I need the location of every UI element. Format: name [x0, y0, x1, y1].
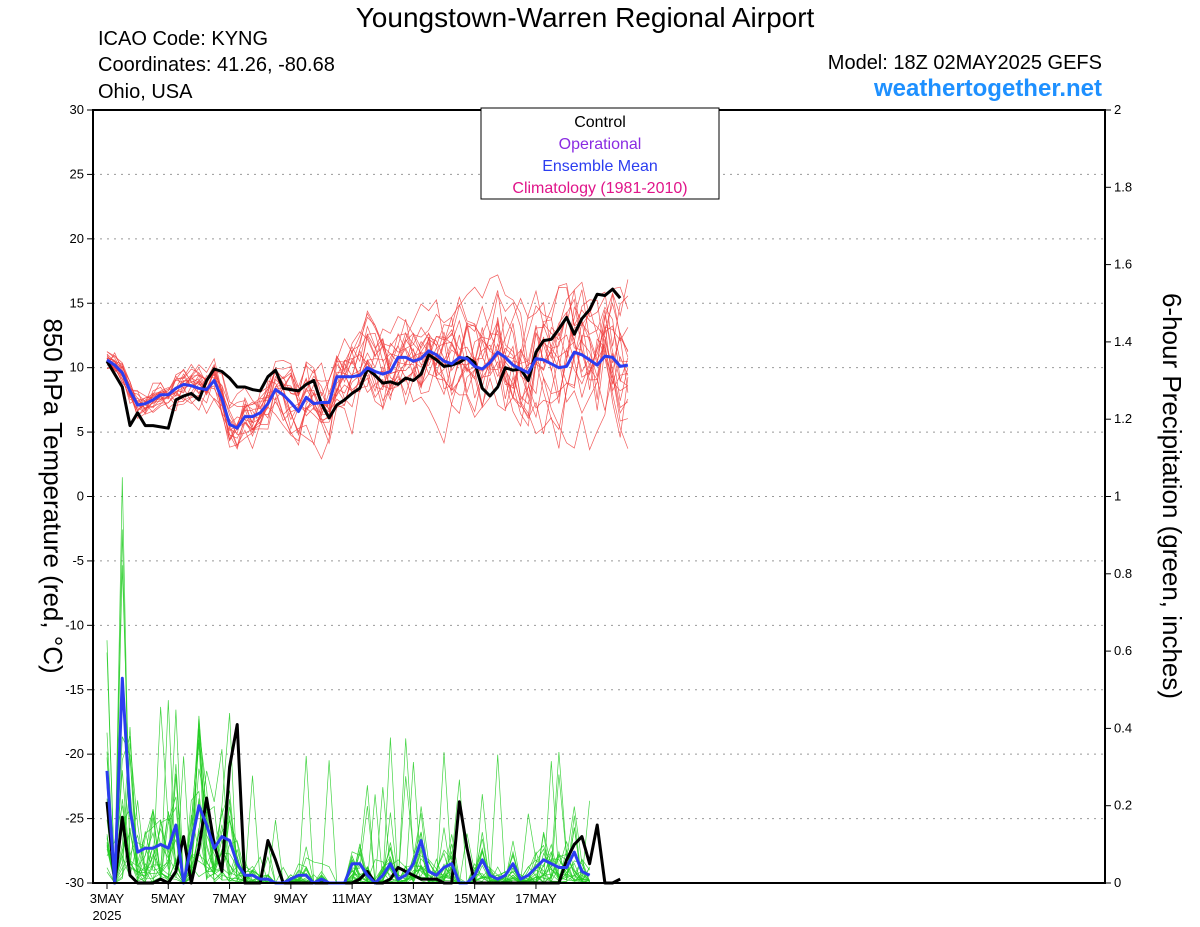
- temp-member-line: [106, 294, 629, 431]
- coordinates: Coordinates: 41.26, -80.68: [98, 54, 335, 76]
- right-tick-label: 0.6: [1114, 643, 1132, 658]
- right-tick-label: 1.2: [1114, 411, 1132, 426]
- axes-layer: 302520151050-5-10-15-20-25-3021.81.61.41…: [38, 102, 1187, 923]
- right-tick-label: 2: [1114, 102, 1121, 117]
- ensemble-mean-precipitation-line: [105, 676, 591, 885]
- left-tick-label: -25: [65, 811, 84, 826]
- left-axis-title: 850 hPa Temperature (red, °C): [38, 318, 68, 673]
- right-tick-label: 1.6: [1114, 257, 1132, 272]
- left-tick-label: 15: [70, 295, 84, 310]
- temp-member-line: [106, 305, 629, 446]
- right-tick-label: 1.4: [1114, 334, 1132, 349]
- right-tick-label: 1: [1114, 489, 1121, 504]
- left-tick-label: -10: [65, 617, 84, 632]
- right-tick-label: 0.8: [1114, 566, 1132, 581]
- x-tick-label: 11MAY: [332, 891, 373, 906]
- temp-member-line: [106, 314, 629, 438]
- grid-layer: [93, 173, 1105, 820]
- icao-code: ICAO Code: KYNG: [98, 28, 269, 50]
- right-tick-label: 0: [1114, 875, 1121, 890]
- legend-entry: Operational: [559, 136, 642, 153]
- x-tick-year: 2025: [93, 908, 122, 923]
- x-tick-label: 9MAY: [274, 891, 309, 906]
- left-tick-label: 5: [77, 424, 84, 439]
- legend-entry: Control: [574, 114, 626, 131]
- left-tick-label: 30: [70, 102, 84, 117]
- temp-member-line: [106, 310, 629, 442]
- model-run-label: Model: 18Z 02MAY2025 GEFS: [827, 52, 1102, 74]
- left-tick-label: 25: [70, 166, 84, 181]
- legend-entry: Climatology (1981-2010): [512, 180, 687, 197]
- temp-member-line: [106, 333, 629, 449]
- left-tick-label: 20: [70, 231, 84, 246]
- left-tick-label: 10: [70, 360, 84, 375]
- ensemble-mean-temperature-line: [106, 349, 629, 430]
- temp-member-line: [106, 306, 629, 460]
- region-label: Ohio, USA: [98, 81, 193, 103]
- left-tick-label: -5: [72, 553, 84, 568]
- left-tick-label: 0: [77, 489, 84, 504]
- x-tick-label: 5MAY: [151, 891, 186, 906]
- x-tick-label: 17MAY: [515, 891, 557, 906]
- left-tick-label: -30: [65, 875, 84, 890]
- temp-member-line: [106, 274, 629, 437]
- ensemble-members-layer: [106, 274, 629, 885]
- precip-member-line: [106, 529, 590, 884]
- legend: Control Operational Ensemble Mean Climatolo…: [480, 107, 720, 200]
- x-tick-label: 7MAY: [212, 891, 247, 906]
- left-tick-label: -15: [65, 682, 84, 697]
- right-tick-label: 1.8: [1114, 179, 1132, 194]
- chart-title: Youngstown-Warren Regional Airport: [355, 2, 815, 33]
- x-tick-label: 15MAY: [454, 891, 496, 906]
- right-tick-label: 0.2: [1114, 798, 1132, 813]
- site-name: weathertogether.net: [873, 75, 1102, 102]
- left-tick-label: -20: [65, 746, 84, 761]
- right-axis-title: 6-hour Precipitation (green, inches): [1157, 293, 1187, 699]
- legend-entry: Ensemble Mean: [542, 158, 658, 175]
- x-tick-label: 3MAY: [90, 891, 125, 906]
- legend-box: [480, 107, 720, 200]
- control-temperature-line: [105, 287, 622, 430]
- x-tick-label: 13MAY: [393, 891, 435, 906]
- right-tick-label: 0.4: [1114, 720, 1132, 735]
- temp-member-line: [106, 289, 629, 442]
